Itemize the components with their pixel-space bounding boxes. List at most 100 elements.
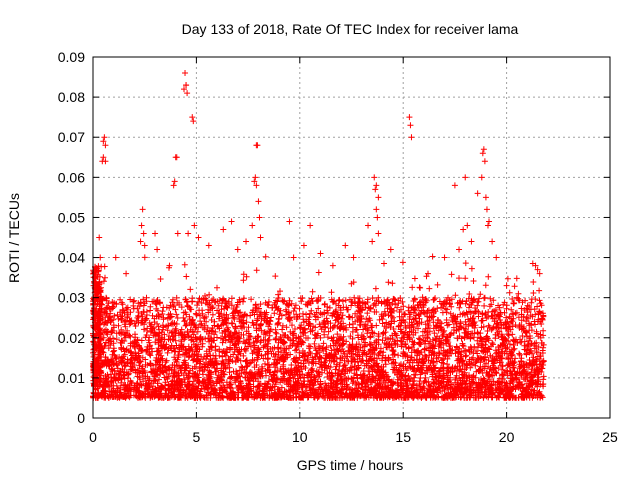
data-point-spike (102, 158, 109, 165)
y-axis-title: ROTI / TECUs (6, 193, 22, 283)
y-tick-label: 0.03 (58, 290, 85, 306)
data-points (90, 70, 547, 401)
data-point-spike (464, 222, 471, 229)
chart-title: Day 133 of 2018, Rate Of TEC Index for r… (182, 21, 519, 37)
data-point-spike (171, 178, 178, 185)
data-point-spike (451, 182, 458, 189)
data-point-spike (350, 254, 357, 261)
data-point-spike (486, 218, 493, 225)
data-point-spike (480, 146, 487, 153)
data-point-spike (123, 270, 130, 277)
data-point-spike (441, 254, 448, 261)
data-point-spike (406, 114, 413, 121)
data-point-spike (184, 90, 191, 97)
data-point-spike (474, 190, 481, 197)
data-point-spike (137, 238, 144, 245)
data-point-spike (478, 174, 485, 181)
data-point-spike (329, 262, 336, 269)
y-tick-label: 0.08 (58, 89, 85, 105)
data-point-spike (342, 242, 349, 249)
x-axis: 0 5 10 15 20 25 (89, 57, 618, 445)
x-tick-label: 20 (499, 429, 515, 445)
y-tick-label: 0.06 (58, 169, 85, 185)
data-point-spike (375, 230, 382, 237)
x-axis-title: GPS time / hours (297, 457, 404, 473)
data-point-spike (140, 230, 147, 237)
data-point-spike (228, 218, 235, 225)
data-point-spike (112, 254, 119, 261)
data-point-spike (138, 222, 145, 229)
data-point-spike (254, 142, 261, 149)
data-point-spike (154, 246, 161, 253)
data-point-spike (139, 206, 146, 213)
data-point-spike (375, 194, 382, 201)
data-point-spike (300, 242, 307, 249)
data-point-spike (373, 182, 380, 189)
x-tick-label: 5 (193, 429, 201, 445)
x-tick-label: 10 (292, 429, 308, 445)
data-point-spike (180, 86, 187, 93)
data-point-spike (369, 238, 376, 245)
data-point-spike (174, 230, 181, 237)
x-tick-label: 15 (395, 429, 411, 445)
y-tick-label: 0.01 (58, 370, 85, 386)
x-tick-label: 0 (89, 429, 97, 445)
y-tick-label: 0.05 (58, 209, 85, 225)
data-point-spike (257, 234, 264, 241)
data-point-spike (482, 194, 489, 201)
data-point-spike (249, 222, 256, 229)
data-point-spike (152, 230, 159, 237)
data-point-spike (407, 122, 414, 129)
data-point-spike (255, 198, 262, 205)
data-point-spike (534, 266, 541, 273)
data-point-spike (481, 158, 488, 165)
data-point-spike (100, 138, 107, 145)
y-tick-label: 0.04 (58, 250, 85, 266)
data-point-spike (513, 294, 520, 301)
data-point-spike (484, 222, 491, 229)
x-tick-label: 25 (602, 429, 618, 445)
y-axis: 0 0.01 0.02 0.03 0.04 0.05 0.06 0.07 0.08 0.09 (58, 49, 610, 426)
data-point-spike (372, 186, 379, 193)
data-point-spike (252, 174, 259, 181)
data-point-spike (256, 214, 263, 221)
data-point-spike (462, 174, 469, 181)
data-point-spike (317, 250, 324, 257)
data-point-spike (456, 246, 463, 253)
data-point-spike (493, 254, 500, 261)
data-point-spike (190, 118, 197, 125)
data-point-spike (182, 70, 189, 77)
data-point-spike (96, 234, 103, 241)
data-point-spike (460, 226, 467, 233)
data-point-spike (234, 246, 241, 253)
y-tick-label: 0.09 (58, 49, 85, 65)
data-point-spike (191, 222, 198, 229)
grid-layer (93, 57, 610, 418)
data-point-spike (195, 234, 202, 241)
data-point-spike (170, 182, 177, 189)
data-point-spike (307, 222, 314, 229)
data-point-spike (503, 282, 510, 289)
data-point-spike (290, 254, 297, 261)
data-point-spike (371, 174, 378, 181)
data-point-spike (408, 134, 415, 141)
data-point-spike (166, 262, 173, 269)
y-tick-label: 0 (77, 410, 85, 426)
data-point-spike (489, 238, 496, 245)
y-tick-label: 0.07 (58, 129, 85, 145)
data-point-spike (251, 178, 258, 185)
data-point-spike (387, 246, 394, 253)
data-point-spike (183, 82, 190, 89)
data-point-spike (483, 206, 490, 213)
data-point-spike (101, 134, 108, 141)
data-point-spike (373, 206, 380, 213)
data-point-spike (100, 154, 107, 161)
data-point-spike (479, 150, 486, 157)
data-point-spike (253, 182, 260, 189)
data-points-bulk (90, 253, 547, 401)
data-point-spike (286, 218, 293, 225)
data-point-spike (141, 242, 148, 249)
data-point-spike (468, 238, 475, 245)
data-point-spike (532, 262, 539, 269)
